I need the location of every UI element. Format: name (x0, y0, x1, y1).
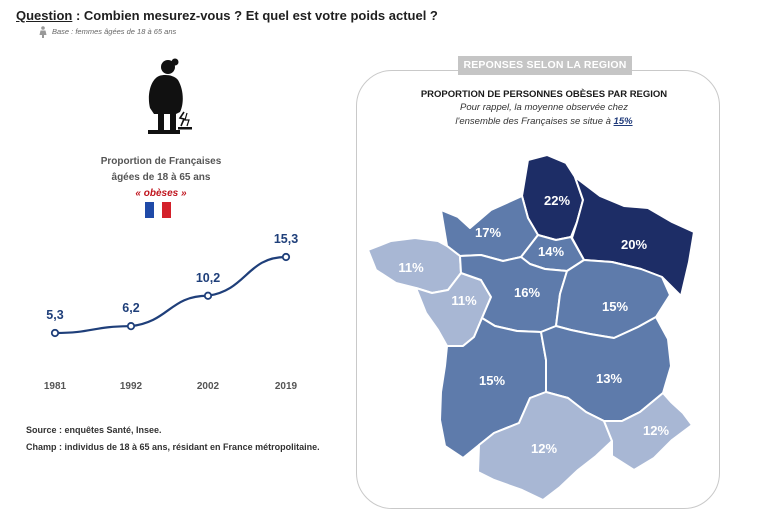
x-tick-label: 1981 (44, 381, 67, 392)
region-value-label: 12% (531, 441, 557, 456)
region-value-label: 13% (596, 371, 622, 386)
data-label: 15,3 (274, 232, 298, 246)
region-value-label: 16% (514, 285, 540, 300)
line-chart: 5,3 6,2 10,2 15,3 1981 1992 2002 2019 (44, 232, 298, 392)
proportion-line2: âgées de 18 à 65 ans (111, 172, 211, 183)
question-heading: Question : Combien mesurez-vous ? Et que… (16, 8, 438, 23)
source-note: Source : enquêtes Santé, Insee. Champ : … (26, 422, 320, 456)
x-tick-label: 2002 (197, 381, 220, 392)
data-label: 5,3 (46, 308, 63, 322)
scope-line: Champ : individus de 18 à 65 ans, résida… (26, 442, 320, 452)
data-point (126, 322, 136, 331)
map-region (571, 176, 695, 297)
source-line: Source : enquêtes Santé, Insee. (26, 425, 162, 435)
region-value-label: 22% (544, 193, 570, 208)
panel-tag: REPONSES SELON LA REGION (458, 56, 632, 75)
data-label: 6,2 (122, 301, 139, 315)
data-label: 10,2 (196, 271, 220, 285)
region-value-label: 15% (602, 299, 628, 314)
proportion-line1: Proportion de Françaises (100, 156, 222, 167)
data-point (281, 252, 291, 262)
question-label: Question (16, 8, 73, 23)
flag-white-stripe (153, 202, 163, 218)
region-value-label: 14% (538, 244, 564, 259)
flag-red-stripe (162, 202, 172, 218)
proportion-title: Proportion de Françaises âgées de 18 à 6… (86, 154, 236, 202)
map-region (603, 392, 693, 471)
region-value-label: 20% (621, 237, 647, 252)
series-line (54, 255, 287, 335)
map-subtitle-line2: l'ensemble des Françaises se situe à (455, 116, 614, 127)
map-title: PROPORTION DE PERSONNES OBÈSES PAR REGIO… (420, 89, 668, 100)
region-value-label: 12% (643, 423, 669, 438)
x-tick-label: 2019 (275, 381, 298, 392)
map-subtitle: Pour rappel, la moyenne observée chez l'… (394, 101, 694, 129)
woman-icon (39, 26, 47, 38)
x-tick-label: 1992 (120, 381, 143, 392)
data-point (50, 328, 60, 338)
map-subtitle-line1: Pour rappel, la moyenne observée chez (460, 102, 628, 113)
region-value-label: 15% (479, 373, 505, 388)
woman-on-scale-icon (148, 58, 192, 134)
region-value-label: 11% (398, 260, 424, 275)
region-value-label: 11% (451, 293, 477, 308)
base-note: Base : femmes âgées de 18 à 65 ans (52, 27, 177, 36)
flag-blue-stripe (145, 202, 154, 218)
proportion-line3: « obèses » (135, 188, 187, 199)
region-value-label: 17% (475, 225, 501, 240)
french-flag-icon (145, 202, 172, 218)
national-average: 15% (613, 116, 633, 127)
question-text: : Combien mesurez-vous ? Et quel est vot… (72, 8, 438, 23)
data-point (203, 291, 213, 300)
